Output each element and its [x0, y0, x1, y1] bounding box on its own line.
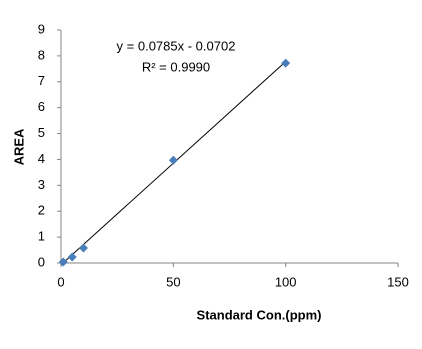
r-squared: R² = 0.9990	[142, 59, 210, 74]
x-tick-label: 50	[166, 274, 180, 289]
data-point	[78, 243, 88, 253]
y-tick-label: 9	[38, 21, 45, 36]
x-tick-label: 100	[275, 274, 297, 289]
y-tick-label: 8	[38, 47, 45, 62]
y-tick-label: 1	[38, 229, 45, 244]
y-tick-label: 3	[38, 177, 45, 192]
data-point	[168, 155, 178, 165]
y-tick-label: 5	[38, 125, 45, 140]
x-tick-label: 150	[387, 274, 409, 289]
data-point	[281, 58, 291, 68]
y-tick-label: 7	[38, 73, 45, 88]
x-tick-label: 0	[57, 274, 64, 289]
y-tick-label: 2	[38, 203, 45, 218]
y-axis-title: AREA	[11, 128, 26, 165]
y-tick-label: 0	[38, 254, 45, 269]
y-tick-label: 4	[38, 151, 45, 166]
y-tick-label: 6	[38, 99, 45, 114]
x-axis-title: Standard Con.(ppm)	[197, 307, 322, 322]
data-point	[67, 252, 77, 262]
data-point	[58, 257, 68, 267]
trendline-equation: y = 0.0785x - 0.0702	[117, 38, 236, 53]
